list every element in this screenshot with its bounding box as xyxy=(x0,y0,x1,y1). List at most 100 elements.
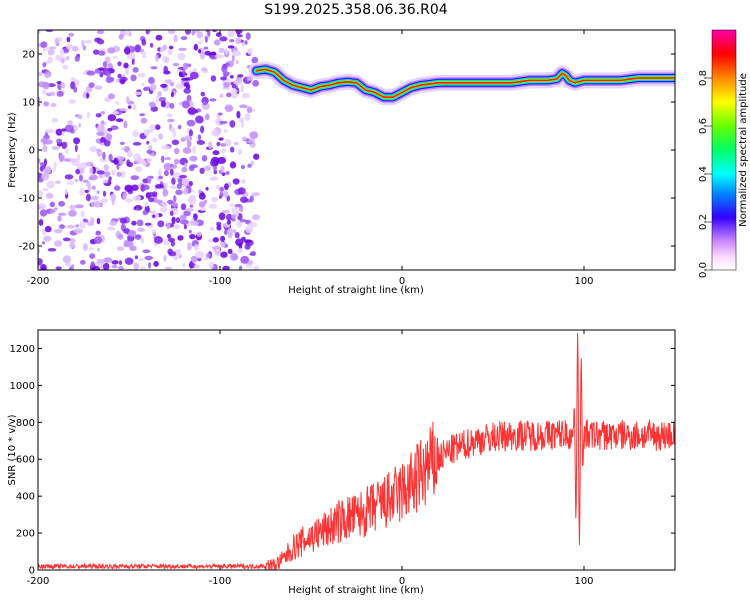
noise-speckle xyxy=(171,139,180,146)
noise-speckle xyxy=(158,175,164,180)
noise-speckle xyxy=(189,71,199,80)
noise-speckle xyxy=(144,255,153,261)
noise-speckle xyxy=(219,36,228,42)
noise-speckle xyxy=(102,151,106,160)
noise-speckle xyxy=(180,36,188,41)
noise-speckle xyxy=(117,61,122,67)
noise-speckle xyxy=(153,260,159,267)
noise-speckle xyxy=(227,227,233,236)
noise-speckle xyxy=(107,47,116,54)
noise-speckle xyxy=(227,45,235,49)
noise-speckle xyxy=(68,99,77,104)
noise-speckle xyxy=(100,198,109,203)
noise-speckle xyxy=(204,36,208,43)
noise-speckle xyxy=(167,113,173,118)
noise-speckle xyxy=(113,185,121,191)
noise-speckle xyxy=(118,34,124,40)
noise-speckle xyxy=(124,46,131,55)
noise-speckle xyxy=(163,65,168,74)
noise-speckle xyxy=(236,110,241,119)
colorbar-tick-label: 0.2 xyxy=(698,214,709,230)
noise-speckle xyxy=(102,190,107,197)
y-tick-label: 1200 xyxy=(10,344,35,355)
noise-speckle xyxy=(186,139,192,148)
noise-speckle xyxy=(227,30,235,38)
noise-speckle xyxy=(171,216,176,225)
noise-speckle xyxy=(220,165,225,174)
noise-speckle xyxy=(139,113,146,117)
noise-speckle xyxy=(193,43,198,51)
noise-speckle xyxy=(73,137,81,145)
noise-speckle xyxy=(86,181,91,188)
noise-speckle xyxy=(180,137,186,142)
noise-speckle xyxy=(133,153,142,161)
noise-speckle xyxy=(240,84,245,93)
y-tick-label: 200 xyxy=(16,529,35,540)
noise-speckle xyxy=(252,214,261,221)
noise-speckle xyxy=(44,225,52,233)
noise-speckle xyxy=(168,45,174,50)
noise-speckle xyxy=(39,209,48,217)
y-tick-label: -20 xyxy=(19,242,35,253)
noise-speckle xyxy=(203,46,209,50)
noise-speckle xyxy=(227,220,231,225)
noise-speckle xyxy=(61,141,67,150)
noise-speckle xyxy=(212,30,218,33)
noise-speckle xyxy=(42,145,48,153)
noise-speckle xyxy=(161,145,170,150)
noise-speckle xyxy=(190,255,198,263)
noise-speckle xyxy=(220,144,226,147)
noise-speckle xyxy=(95,113,102,118)
noise-speckle xyxy=(79,174,83,182)
noise-speckle xyxy=(38,102,41,107)
noise-speckle xyxy=(66,55,70,61)
noise-speckle xyxy=(226,213,233,221)
noise-speckle xyxy=(178,101,183,105)
noise-speckle xyxy=(210,177,218,181)
noise-speckle xyxy=(132,67,139,73)
noise-speckle xyxy=(56,81,62,84)
noise-speckle xyxy=(77,114,83,120)
noise-speckle xyxy=(251,56,259,64)
noise-speckle xyxy=(185,208,194,212)
noise-speckle xyxy=(241,179,246,184)
noise-speckle xyxy=(230,214,237,219)
spectral-ridge xyxy=(248,61,675,106)
noise-speckle xyxy=(89,146,98,153)
snr-series-line xyxy=(38,332,675,570)
noise-speckle xyxy=(244,40,248,45)
noise-speckle xyxy=(48,46,57,50)
noise-speckle xyxy=(96,124,105,133)
noise-speckle xyxy=(147,30,151,34)
x-tick-label: -100 xyxy=(209,576,232,587)
noise-speckle xyxy=(232,50,241,57)
noise-speckle xyxy=(127,105,132,109)
noise-speckle xyxy=(189,233,196,240)
noise-speckle xyxy=(244,113,251,122)
noise-speckle xyxy=(43,235,52,242)
noise-speckle xyxy=(73,228,83,235)
noise-speckle xyxy=(96,30,105,35)
noise-speckle xyxy=(203,166,212,171)
noise-speckle xyxy=(181,167,188,173)
noise-speckle xyxy=(239,219,247,223)
noise-speckle xyxy=(224,138,232,147)
noise-speckle xyxy=(198,201,206,208)
noise-speckle xyxy=(179,214,187,221)
noise-speckle xyxy=(201,155,208,162)
noise-speckle xyxy=(150,106,159,112)
noise-speckle xyxy=(96,37,101,41)
noise-speckle xyxy=(182,263,186,268)
noise-speckle xyxy=(53,161,57,169)
noise-speckle xyxy=(246,106,252,114)
noise-speckle xyxy=(64,189,68,195)
noise-speckle xyxy=(211,129,220,137)
noise-speckle xyxy=(166,223,171,230)
noise-speckle xyxy=(107,226,116,231)
noise-speckle xyxy=(198,192,206,200)
noise-speckle xyxy=(162,182,168,190)
noise-speckle xyxy=(94,85,103,90)
noise-speckle xyxy=(42,187,49,192)
noise-speckle xyxy=(124,198,133,203)
